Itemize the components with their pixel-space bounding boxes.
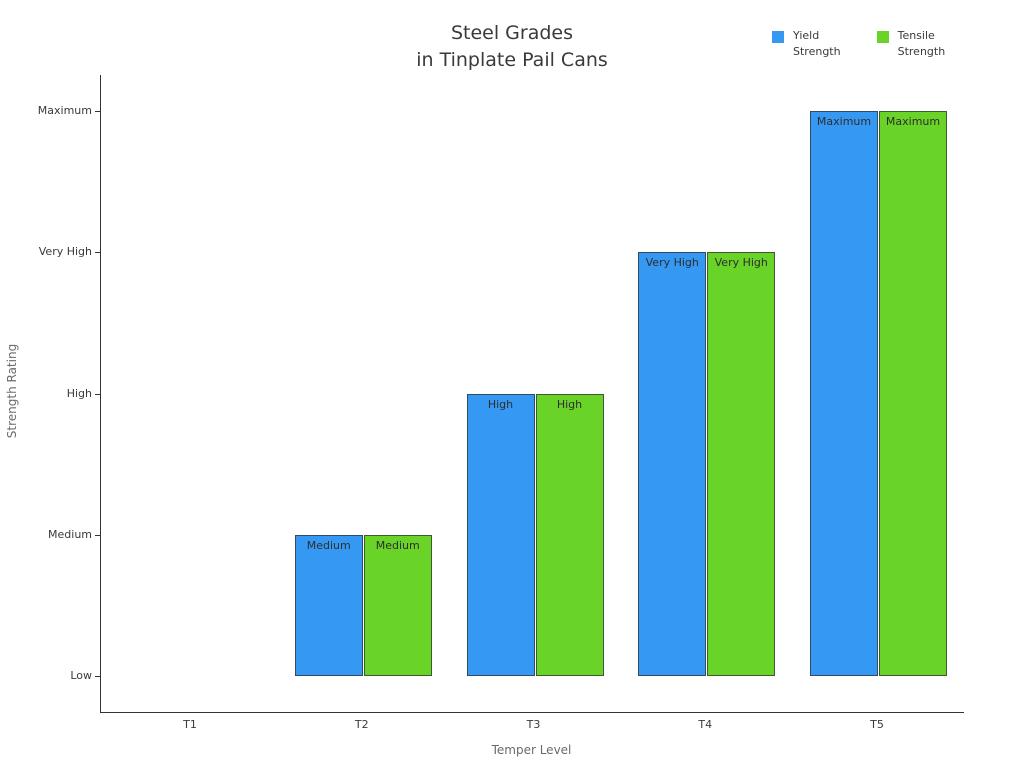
x-tick-label: T1 bbox=[183, 718, 197, 731]
bar-value-label: High bbox=[556, 397, 583, 411]
bar-yield-strength-t4: Very High bbox=[638, 252, 707, 676]
y-tick-label: High bbox=[66, 386, 92, 400]
x-tick-label: T4 bbox=[698, 718, 713, 731]
legend-item-tensile-strength: Tensile Strength bbox=[876, 28, 946, 60]
y-tick-label: Medium bbox=[48, 527, 92, 541]
chart-title-line1: Steel Grades bbox=[450, 22, 574, 44]
bar-value-label: Very High bbox=[714, 256, 768, 270]
bar-value-label: Very High bbox=[645, 256, 699, 270]
legend-swatch-tensile-icon bbox=[876, 31, 889, 43]
y-tick-mark bbox=[95, 252, 100, 254]
x-tick-label: T3 bbox=[526, 718, 541, 731]
bar-yield-strength-t3: High bbox=[466, 393, 535, 676]
y-tick-label: Maximum bbox=[37, 104, 92, 117]
y-tick-label: Low bbox=[70, 669, 92, 682]
chart-title-line2: in Tinplate Pail Cans bbox=[416, 49, 608, 71]
y-tick-label: Very High bbox=[38, 245, 92, 259]
bar-value-label: Medium bbox=[306, 538, 351, 552]
bar-tensile-strength-t4: Very High bbox=[707, 252, 776, 676]
bar-yield-strength-t2: Medium bbox=[294, 534, 363, 676]
bar-value-label: Maximum bbox=[816, 115, 872, 128]
legend-label-tensile-line1: Tensile bbox=[897, 29, 935, 42]
x-tick-label: T2 bbox=[354, 718, 369, 731]
y-tick-mark bbox=[95, 676, 100, 677]
y-tick-mark bbox=[95, 534, 100, 536]
bar-value-label: Maximum bbox=[885, 115, 941, 128]
bar-tensile-strength-t2: Medium bbox=[363, 534, 432, 676]
bar-value-label: High bbox=[487, 397, 514, 411]
legend-label-yield-line2: Strength bbox=[793, 45, 841, 58]
y-tick-mark bbox=[95, 393, 100, 395]
legend-item-yield-strength: Yield Strength bbox=[772, 28, 841, 60]
bar-tensile-strength-t5: Maximum bbox=[879, 111, 947, 676]
bar-yield-strength-t5: Maximum bbox=[810, 111, 878, 676]
x-axis-label: Temper Level bbox=[491, 743, 572, 757]
chart-title: Steel Grades in Tinplate Pail Cans bbox=[0, 20, 1024, 74]
x-tick-label: T5 bbox=[870, 718, 884, 731]
plot-area: Medium High Very High Maximum Medium High Very… bbox=[100, 75, 964, 713]
legend-label-tensile: Tensile Strength bbox=[898, 28, 946, 60]
y-tick-mark bbox=[95, 111, 100, 112]
legend-swatch-yield-icon bbox=[772, 31, 784, 43]
bar-value-label: Medium bbox=[375, 538, 420, 552]
legend-label-yield: Yield Strength bbox=[793, 28, 841, 60]
y-axis-label: Strength Rating bbox=[5, 343, 19, 439]
legend-label-yield-line1: Yield bbox=[793, 29, 820, 42]
legend: Yield Strength Tensile Strength bbox=[772, 28, 945, 60]
legend-label-tensile-line2: Strength bbox=[897, 45, 946, 58]
bar-tensile-strength-t3: High bbox=[535, 393, 604, 676]
